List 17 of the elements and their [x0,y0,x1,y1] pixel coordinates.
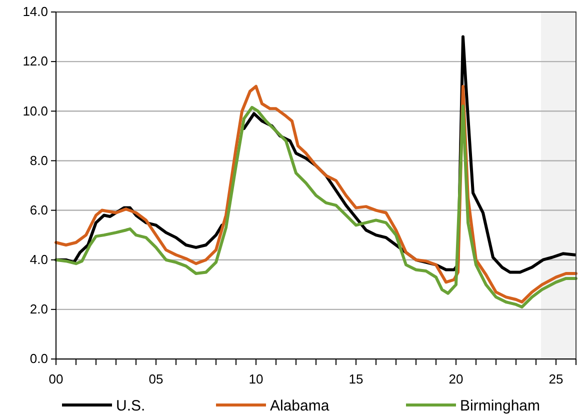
x-tick-label: 00 [48,372,64,387]
x-tick-label: 10 [248,372,264,387]
y-tick-label: 14.0 [22,4,48,20]
legend-label: Birmingham [460,397,540,414]
x-tick-label: 20 [448,372,464,387]
y-tick-label: 10.0 [22,103,48,118]
x-tick-label: 05 [148,372,164,387]
y-tick-label: 8.0 [30,152,48,168]
x-tick-label: 25 [548,372,564,387]
y-tick-label: 4.0 [30,252,48,268]
legend-label: Alabama [270,397,330,414]
y-tick-label: 12.0 [22,54,48,69]
x-tick-label: 15 [348,372,364,387]
y-tick-label: 0.0 [30,351,48,366]
legend-label: U.S. [116,397,146,414]
y-tick-label: 6.0 [30,202,48,218]
y-tick-label: 2.0 [30,302,48,317]
